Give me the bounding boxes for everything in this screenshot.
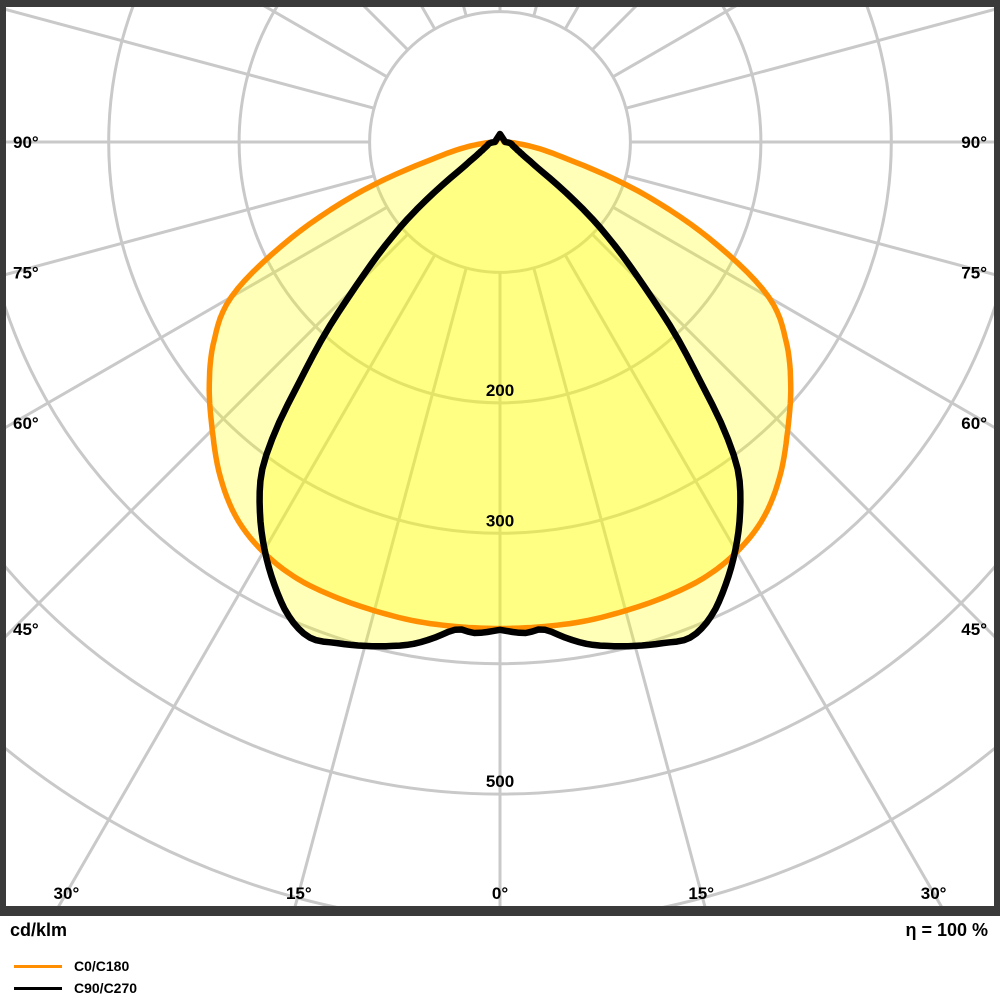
angle-tick-label-right: 45° bbox=[961, 620, 987, 639]
angle-tick-label-left: 75° bbox=[13, 264, 39, 283]
frame-right bbox=[994, 0, 1000, 916]
grid-ray bbox=[6, 233, 409, 639]
grid-ray bbox=[6, 8, 375, 110]
legend-swatch-c90-c270 bbox=[14, 986, 62, 990]
radial-tick-label: 300 bbox=[486, 511, 514, 530]
units-label: cd/klm bbox=[10, 920, 68, 940]
radial-tick-label: 200 bbox=[486, 381, 514, 400]
angle-tick-label-right: 75° bbox=[961, 264, 987, 283]
grid-ray bbox=[625, 8, 994, 110]
angle-tick-label-bottom: 15° bbox=[688, 884, 714, 903]
grid-ray bbox=[563, 254, 943, 906]
grid-ray bbox=[591, 233, 994, 639]
grid-ray bbox=[6, 174, 375, 276]
angle-tick-label-bottom: 30° bbox=[54, 884, 80, 903]
polar-chart: 200 300 500 90° 90° 75° 75° 60° 60° 45° 45° 30° 30° 1… bbox=[0, 0, 1000, 917]
frame-bottom bbox=[0, 906, 1000, 916]
legend-item-c0-c180: C0/C180 bbox=[0, 955, 137, 977]
angle-tick-label-right: 60° bbox=[961, 414, 987, 433]
chart-legend: C0/C180 C90/C270 bbox=[0, 955, 137, 999]
grid-ray bbox=[293, 267, 468, 906]
curve-fill-c0-c180 bbox=[209, 134, 791, 629]
radial-tick-label: 500 bbox=[486, 772, 514, 791]
angle-tick-label-bottom: 30° bbox=[921, 884, 947, 903]
angle-tick-label-left: 90° bbox=[13, 133, 39, 152]
frame-top bbox=[0, 0, 1000, 7]
angle-tick-label-right: 90° bbox=[961, 133, 987, 152]
angle-tick-label-bottom: 0° bbox=[492, 884, 508, 903]
chart-footer: cd/klm η = 100 % C0/C180 C90/C270 bbox=[0, 917, 1000, 1000]
legend-item-c90-c270: C90/C270 bbox=[0, 977, 137, 999]
efficiency-label: η = 100 % bbox=[905, 920, 988, 940]
curve-c90-c270 bbox=[256, 130, 744, 650]
grid-ray bbox=[532, 267, 707, 906]
angle-tick-label-left: 45° bbox=[13, 620, 39, 639]
angle-tick-label-bottom: 15° bbox=[286, 884, 312, 903]
angle-tick-label-left: 60° bbox=[13, 414, 39, 433]
curve-fill-c90-c270 bbox=[259, 134, 741, 647]
frame-left bbox=[0, 0, 6, 916]
legend-label-c90-c270: C90/C270 bbox=[74, 980, 138, 996]
legend-label-c0-c180: C0/C180 bbox=[74, 958, 130, 974]
legend-swatch-c0-c180 bbox=[14, 964, 62, 968]
grid-ray bbox=[57, 254, 437, 906]
grid-ray bbox=[625, 174, 994, 276]
plot-area: 200 300 500 90° 90° 75° 75° 60° 60° 45° 45° 30° 30° 1… bbox=[6, 7, 994, 906]
